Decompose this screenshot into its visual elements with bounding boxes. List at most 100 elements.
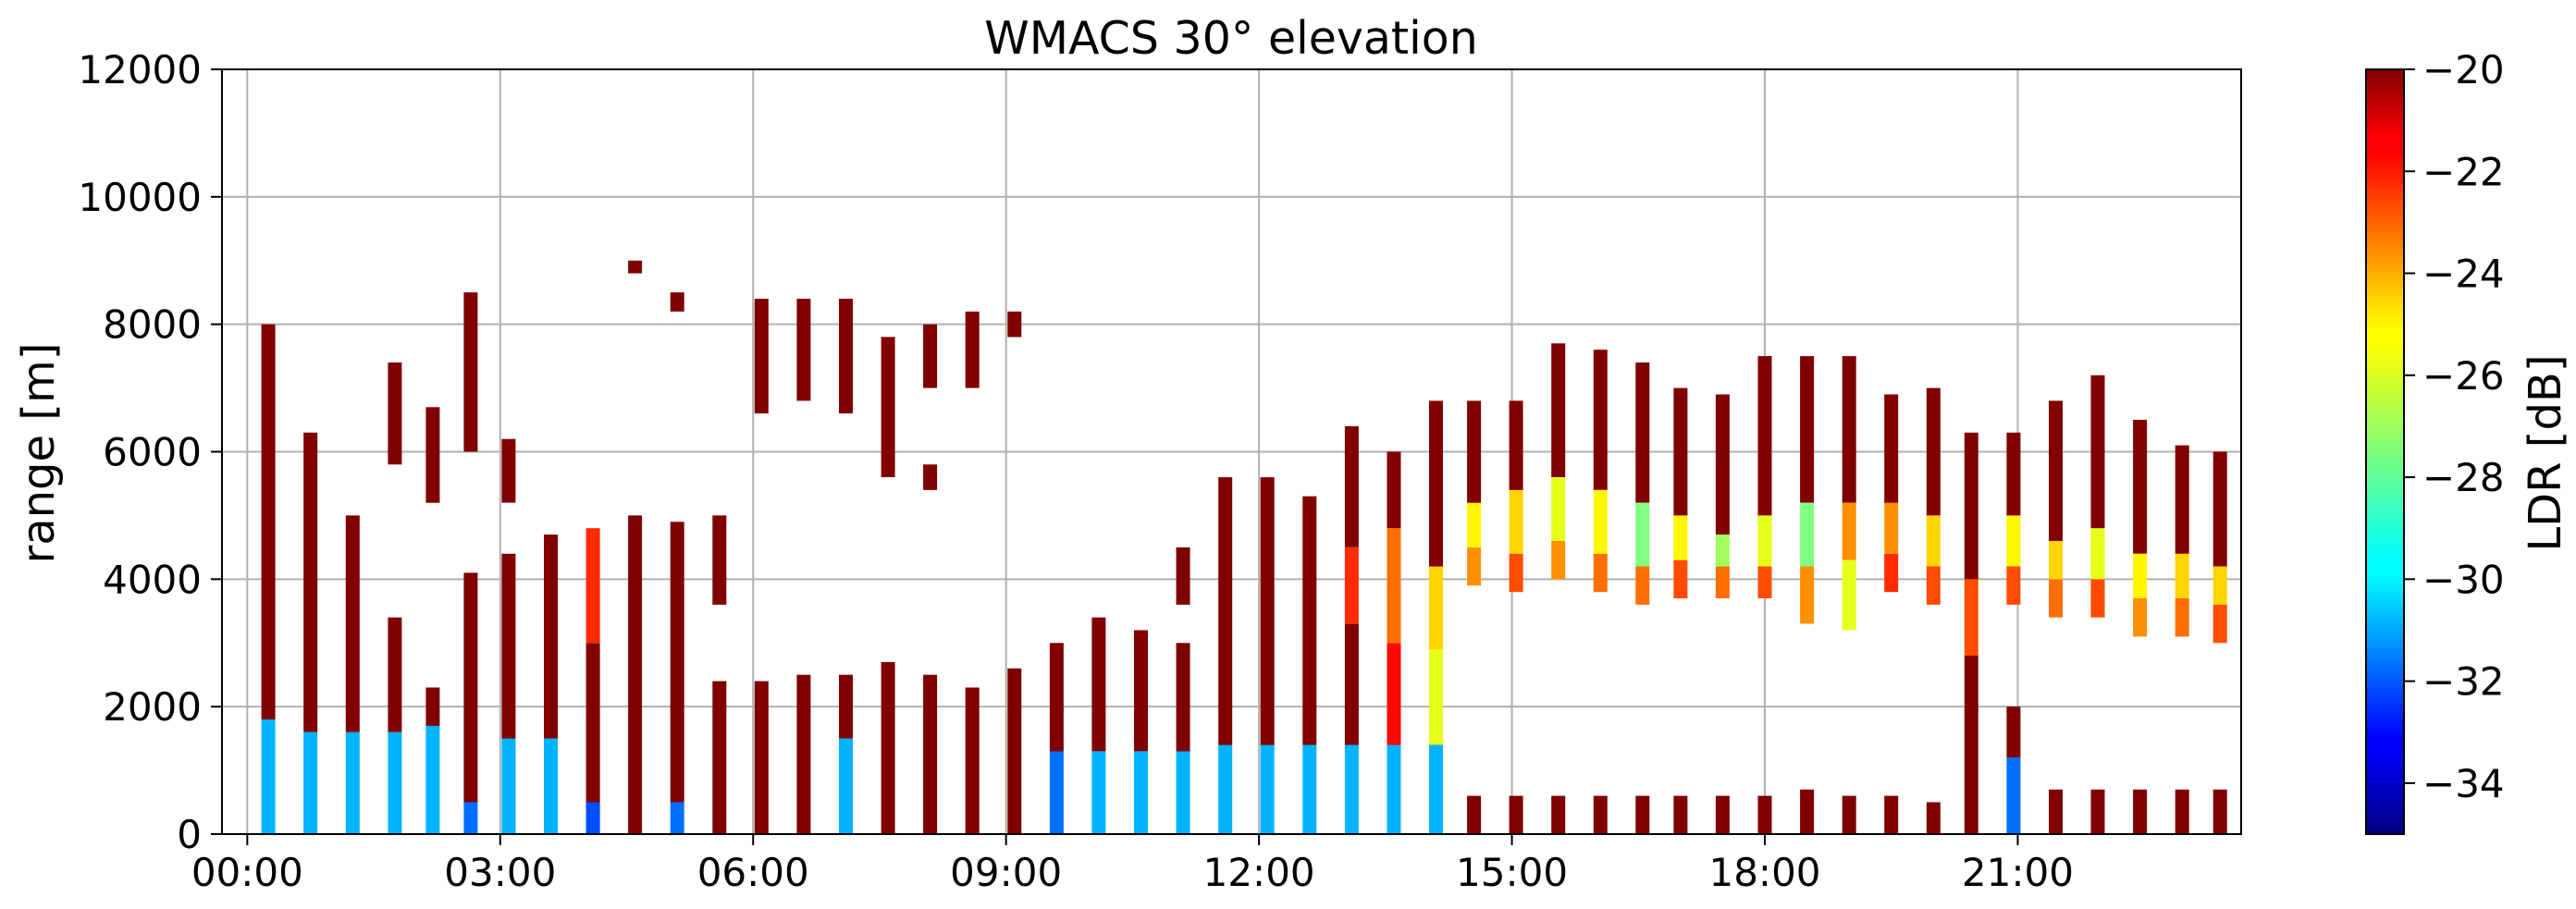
profile-segment: [881, 661, 895, 834]
profile-segment: [1551, 541, 1566, 580]
profile-segment: [2006, 757, 2021, 834]
profile-column: [388, 362, 402, 834]
profile-segment: [463, 572, 478, 803]
profile-column: [1673, 387, 1688, 834]
profile-column: [544, 534, 558, 834]
y-tick-label: 2000: [103, 684, 202, 730]
profile-segment: [463, 292, 478, 452]
profile-column: [1429, 400, 1443, 834]
profile-segment: [712, 681, 727, 834]
profile-segment: [754, 681, 769, 834]
profile-segment: [1757, 515, 1772, 567]
profile-segment: [2049, 541, 2063, 580]
profile-segment: [1635, 795, 1650, 834]
profile-segment: [2049, 789, 2063, 834]
profile-segment: [2006, 432, 2021, 516]
profile-column: [1884, 394, 1899, 834]
x-axis: 00:00 03:00 06:00 09:00 12:00 15:00 18:00 21:00: [191, 834, 2074, 895]
colorbar-tick-label: −34: [2422, 761, 2505, 806]
profile-segment: [839, 738, 853, 834]
y-tick-label: 4000: [103, 557, 202, 602]
profile-segment: [425, 725, 440, 834]
profile-segment: [1302, 744, 1317, 834]
profile-segment: [1134, 630, 1148, 752]
profile-segment: [1884, 553, 1899, 593]
profile-column: [1176, 547, 1190, 834]
profile-segment: [1467, 795, 1482, 834]
profile-segment: [1926, 515, 1941, 567]
chart-title: WMACS 30° elevation: [984, 12, 1478, 65]
profile-segment: [1842, 502, 1856, 560]
profile-segment: [628, 515, 643, 834]
x-tick-label: 21:00: [1962, 850, 2074, 895]
profile-segment: [1091, 617, 1106, 752]
profile-segment: [1429, 744, 1443, 834]
profile-segment: [1387, 451, 1401, 529]
profile-segment: [1134, 751, 1148, 834]
profile-segment: [1800, 789, 1815, 834]
profile-segment: [345, 731, 360, 834]
y-tick-label: 12000: [78, 47, 202, 92]
profile-segment: [1715, 534, 1730, 567]
profile-segment: [585, 528, 600, 644]
profile-column: [1302, 496, 1317, 834]
profile-segment: [2049, 579, 2063, 618]
profile-segment: [388, 362, 402, 465]
profile-segment: [754, 299, 769, 414]
profile-column: [463, 292, 478, 834]
profile-segment: [2212, 604, 2227, 644]
profile-segment: [1509, 553, 1523, 593]
profile-segment: [303, 731, 318, 834]
profile-segment: [1218, 477, 1233, 745]
profile-segment: [628, 260, 643, 274]
profile-segment: [2175, 598, 2189, 637]
profile-segment: [2212, 451, 2227, 567]
profile-column: [1715, 394, 1730, 834]
profile-segment: [388, 731, 402, 834]
profile-segment: [1884, 394, 1899, 503]
profile-segment: [1344, 425, 1359, 547]
colorbar-tick-label: −28: [2422, 455, 2505, 500]
profile-segment: [670, 292, 684, 312]
profile-column: [1467, 400, 1482, 834]
profile-segment: [1551, 477, 1566, 541]
profile-column: [1757, 356, 1772, 834]
profile-segment: [2133, 789, 2148, 834]
profile-column: [1551, 343, 1566, 834]
profile-column: [839, 299, 853, 834]
profile-segment: [2090, 528, 2105, 580]
profile-segment: [1964, 579, 1978, 656]
profile-segment: [670, 802, 684, 834]
profile-segment: [1715, 795, 1730, 834]
profile-segment: [1467, 502, 1482, 547]
profile-segment: [2212, 789, 2227, 834]
colorbar-tick-label: −32: [2422, 659, 2505, 705]
profile-segment: [1509, 795, 1523, 834]
profile-segment: [1260, 744, 1275, 834]
x-tick-label: 18:00: [1708, 850, 1820, 895]
y-tick-label: 8000: [103, 302, 202, 348]
profile-segment: [881, 337, 895, 477]
profile-column: [303, 432, 318, 834]
profile-column: [965, 311, 980, 834]
profile-column: [2049, 400, 2063, 834]
profile-segment: [1800, 502, 1815, 567]
profile-segment: [1842, 356, 1856, 503]
profile-segment: [1673, 795, 1688, 834]
profile-segment: [1884, 502, 1899, 554]
profile-segment: [1429, 649, 1443, 745]
profile-column: [1387, 451, 1401, 834]
profile-column: [1842, 356, 1856, 834]
profile-column: [2133, 420, 2148, 834]
colorbar: [2365, 68, 2405, 835]
profile-column: [425, 407, 440, 834]
profile-segment: [1551, 795, 1566, 834]
colorbar-tick-label: −26: [2422, 353, 2505, 399]
profile-segment: [1007, 668, 1022, 834]
profile-segment: [796, 299, 811, 401]
profile-segment: [1673, 515, 1688, 560]
profile-segment: [1673, 387, 1688, 516]
profile-segment: [501, 738, 516, 834]
profile-segment: [501, 438, 516, 503]
